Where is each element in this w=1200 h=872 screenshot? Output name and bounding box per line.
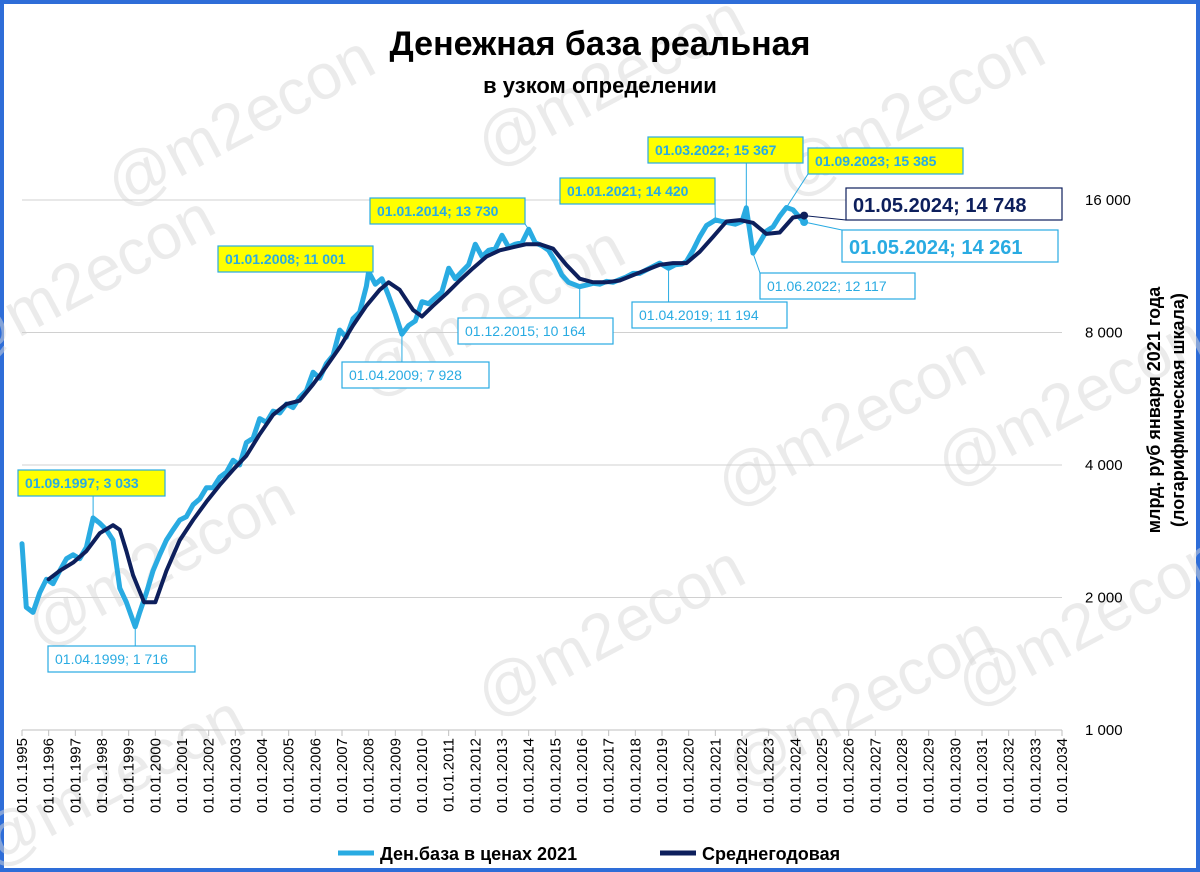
legend: Ден.база в ценах 2021 Среднегодовая (338, 844, 840, 864)
annotation-label: 01.06.2022; 12 117 (767, 278, 887, 294)
y-tick-label: 4 000 (1085, 457, 1123, 474)
chart-subtitle: в узком определении (483, 73, 717, 98)
annotation-label: 01.12.2015; 10 164 (465, 323, 586, 339)
x-tick-label: 01.01.2031 (974, 738, 991, 813)
annotation-box (631, 301, 788, 329)
y-tick-labels: 1 000 2 000 4 000 8 000 16 000 (1085, 192, 1131, 739)
x-tick-label: 01.01.2003 (227, 738, 244, 813)
x-tick-label: 01.01.2006 (307, 738, 324, 813)
annotation-label: 01.05.2024; 14 261 (849, 237, 1023, 259)
watermark-text: @m2econ (464, 530, 756, 731)
annotation-label: 01.04.1999; 1 716 (55, 651, 168, 667)
x-tick-label: 01.01.2001 (174, 738, 191, 813)
y-axis-label-line2: (логарифмическая шкала) (1168, 293, 1188, 527)
annotation-box (845, 187, 1063, 221)
x-tick-label: 01.01.2026 (841, 738, 858, 813)
annotation-leader (804, 215, 847, 221)
watermark-text: @m2econ (94, 20, 386, 221)
x-tick-label: 01.01.2014 (521, 738, 538, 813)
x-tick-label: 01.01.2033 (1027, 738, 1044, 813)
annotation-box (759, 272, 916, 300)
chart-title: Денежная база реальная (390, 25, 811, 63)
x-tick-label: 01.01.2015 (547, 738, 564, 813)
annotation-box (457, 317, 614, 345)
annotation-leader (524, 223, 530, 230)
y-tick-label: 16 000 (1085, 192, 1131, 209)
annotation-box (841, 229, 1059, 263)
y-axis-label: млрд. руб января 2021 года (логарифмичес… (1144, 286, 1188, 534)
x-tick-label: 01.01.1996 (41, 738, 58, 813)
x-tick-label: 01.01.2024 (787, 738, 804, 813)
annotation-label: 01.04.2019; 11 194 (639, 307, 759, 323)
x-tick-label: 01.01.2013 (494, 738, 511, 813)
x-tick-label: 01.01.1998 (94, 738, 111, 813)
x-tick-label: 01.01.2020 (681, 738, 698, 813)
legend-label-average: Среднегодовая (702, 844, 840, 864)
annotation-box (217, 245, 374, 273)
x-tick-label: 01.01.2021 (707, 738, 724, 813)
x-tick-label: 01.01.2032 (1001, 738, 1018, 813)
x-tick-label: 01.01.2002 (201, 738, 218, 813)
legend-label-real: Ден.база в ценах 2021 (380, 844, 577, 864)
annotation-box (807, 147, 964, 175)
x-tick-labels: 01.01.1995 01.01.1996 01.01.1997 01.01.1998… (14, 730, 1071, 813)
y-tick-label: 8 000 (1085, 325, 1123, 342)
annotation-leader (804, 221, 843, 231)
annotation-label: 01.03.2022; 15 367 (655, 142, 777, 158)
x-tick-label: 01.01.2019 (654, 738, 671, 813)
annotation-label: 01.01.2008; 11 001 (225, 251, 346, 267)
x-tick-label: 01.01.2012 (467, 738, 484, 813)
x-tick-label: 01.01.2011 (441, 738, 458, 812)
annotation-box (647, 136, 804, 164)
x-tick-label: 01.01.1995 (14, 738, 31, 813)
annotation-box (559, 177, 716, 205)
x-tick-label: 01.01.2016 (574, 738, 591, 813)
x-tick-label: 01.01.2009 (387, 738, 404, 813)
x-tick-label: 01.01.1997 (67, 738, 84, 813)
x-tick-label: 01.01.2010 (414, 738, 431, 813)
x-tick-label: 01.01.2028 (894, 738, 911, 813)
x-tick-label: 01.01.2025 (814, 738, 831, 813)
series-line-average (46, 213, 807, 605)
x-tick-label: 01.01.2008 (361, 738, 378, 813)
annotation-box (17, 469, 166, 497)
x-tick-label: 01.01.2022 (734, 738, 751, 813)
x-tick-label: 01.01.2000 (147, 738, 164, 813)
annotation-label: 01.01.2021; 14 420 (567, 183, 689, 199)
y-tick-label: 2 000 (1085, 590, 1123, 607)
annotation-label: 01.09.2023; 15 385 (815, 153, 937, 169)
annotation-leader (785, 173, 809, 208)
x-tick-label: 01.01.2018 (627, 738, 644, 813)
x-tick-label: 01.01.2030 (947, 738, 964, 813)
annotation-leader (752, 252, 761, 274)
x-tick-label: 01.01.2023 (761, 738, 778, 813)
annotations-layer: 01.09.1997; 3 033 01.04.1999; 1 716 01.01.… (17, 136, 1063, 673)
x-tick-label: 01.01.2005 (281, 738, 298, 813)
x-tick-label: 01.01.2029 (921, 738, 938, 813)
annotation-label: 01.05.2024; 14 748 (853, 195, 1027, 217)
x-tick-label: 01.01.2027 (867, 738, 884, 813)
annotation-box (369, 197, 526, 225)
annotation-box (341, 361, 490, 389)
annotation-label: 01.04.2009; 7 928 (349, 367, 462, 383)
x-tick-label: 01.01.1999 (121, 738, 138, 813)
y-axis-label-line1: млрд. руб января 2021 года (1144, 286, 1164, 534)
y-tick-label: 1 000 (1085, 722, 1123, 739)
watermark-text: @m2econ (0, 180, 226, 381)
x-tick-label: 01.01.2004 (254, 738, 271, 813)
annotation-label: 01.09.1997; 3 033 (25, 475, 139, 491)
x-tick-label: 01.01.2017 (601, 738, 618, 813)
x-tick-label: 01.01.2007 (334, 738, 351, 813)
annotation-box (47, 645, 196, 673)
annotation-label: 01.01.2014; 13 730 (377, 203, 499, 219)
x-tick-label: 01.01.2034 (1054, 738, 1071, 813)
